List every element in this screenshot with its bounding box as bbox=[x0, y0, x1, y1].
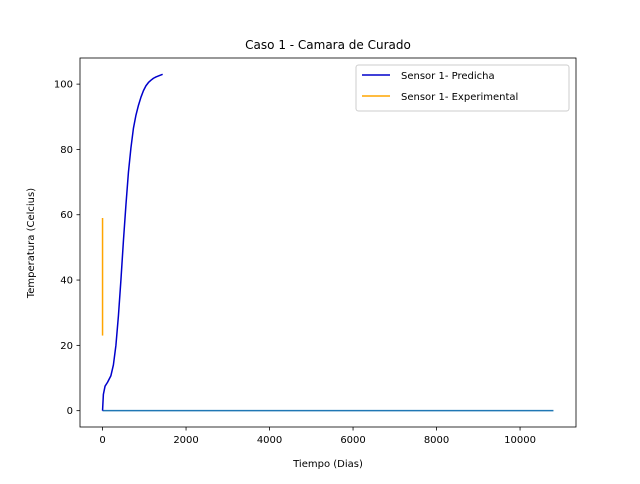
legend-label: Sensor 1- Predicha bbox=[401, 71, 495, 82]
plot-area bbox=[80, 58, 576, 427]
x-tick-label: 4000 bbox=[257, 435, 282, 446]
chart-legend: Sensor 1- Predicha Sensor 1- Experimental bbox=[356, 65, 569, 111]
y-tick-label: 60 bbox=[60, 210, 73, 221]
y-tick-label: 80 bbox=[60, 145, 73, 156]
y-axis-label: Temperatura (Celcius) bbox=[26, 188, 37, 299]
x-tick-label: 0 bbox=[99, 435, 105, 446]
x-axis-label: Tiempo (Dias) bbox=[292, 459, 363, 470]
y-tick-label: 100 bbox=[54, 80, 73, 91]
x-tick-label: 8000 bbox=[424, 435, 449, 446]
chart-title: Caso 1 - Camara de Curado bbox=[245, 38, 411, 52]
x-tick-label: 2000 bbox=[173, 435, 198, 446]
plot-background bbox=[80, 58, 576, 427]
y-tick-label: 40 bbox=[60, 276, 73, 287]
y-tick-label: 20 bbox=[60, 341, 73, 352]
x-tick-label: 6000 bbox=[340, 435, 365, 446]
legend-label: Sensor 1- Experimental bbox=[401, 92, 518, 103]
y-tick-label: 0 bbox=[67, 406, 73, 417]
x-tick-label: 10000 bbox=[504, 435, 536, 446]
